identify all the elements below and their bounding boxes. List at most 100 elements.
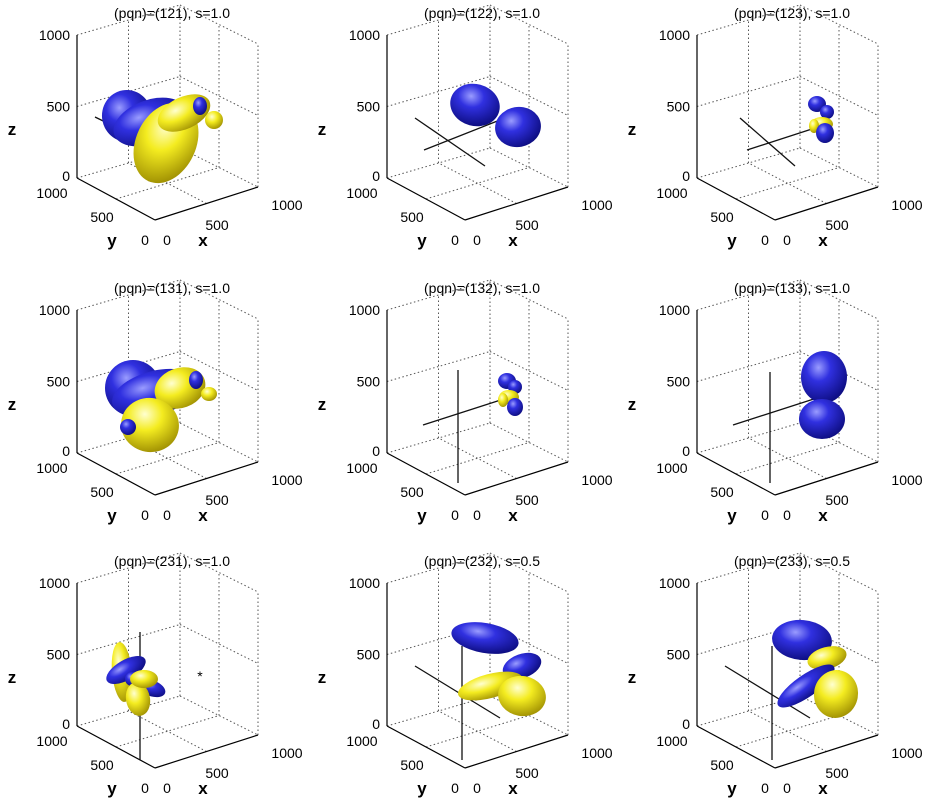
grid-line [489, 279, 569, 320]
grid-line [76, 552, 181, 584]
y-axis-line [696, 725, 776, 769]
y-tick-label: 500 [90, 484, 114, 500]
isosurface-lobes [450, 83, 541, 148]
x-axis-line [464, 734, 569, 769]
grid-line [179, 76, 259, 116]
y-tick-label: 1000 [346, 185, 377, 201]
x-tick-label: 500 [825, 217, 849, 233]
y-axis-line [76, 725, 156, 769]
blue-lobe [193, 97, 207, 115]
x-tick-label: 500 [825, 765, 849, 781]
isosurface-lobes [808, 96, 834, 143]
panel-7: (pqn)=(231), s=1.0 1000 500 0 z 1000 500 0 y 0 500… [8, 552, 303, 798]
grid [386, 552, 569, 752]
grid-line [76, 351, 181, 382]
x-tick-label: 0 [783, 232, 791, 248]
grid-line [489, 147, 569, 188]
x-tick-label: 1000 [271, 197, 302, 213]
y-tick-label: 0 [451, 780, 459, 796]
isosurface-lobes [498, 373, 523, 416]
grid [386, 4, 569, 204]
grid-line [799, 147, 879, 188]
x-tick-label: 0 [783, 780, 791, 796]
x-tick-label: 500 [205, 217, 229, 233]
z-tick-label: 1000 [39, 302, 70, 318]
blue-lobe [507, 398, 523, 416]
axes [386, 310, 569, 496]
yellow-lobe [807, 646, 847, 670]
y-axis-label: y [727, 231, 737, 250]
grid-line [386, 279, 491, 311]
grid-line [179, 351, 259, 391]
isosurface-lobes [772, 619, 859, 718]
x-tick-label: 1000 [891, 472, 922, 488]
grid [696, 279, 879, 479]
z-axis-label: z [8, 395, 17, 414]
grid-line [799, 279, 879, 320]
y-axis-label: y [107, 506, 117, 525]
x-tick-label: 1000 [271, 745, 302, 761]
grid-line [386, 147, 491, 179]
z-tick-label: 0 [62, 443, 70, 459]
panel-title: (pqn)=(232), s=0.5 [424, 553, 540, 569]
axes [76, 310, 259, 496]
grid-line [489, 624, 569, 664]
y-tick-label: 500 [400, 484, 424, 500]
panel-3: (pqn)=(123), s=1.0 1000 500 0 z 1000 500 0 y 0 500… [628, 4, 923, 250]
grid-line [799, 695, 879, 736]
yellow-lobe [130, 670, 158, 688]
y-tick-label: 0 [451, 507, 459, 523]
x-axis-label: x [508, 506, 518, 525]
y-tick-label: 500 [710, 484, 734, 500]
z-axis-label: z [318, 120, 327, 139]
y-axis-label: y [727, 779, 737, 798]
panel-title: (pqn)=(122), s=1.0 [424, 5, 540, 21]
blue-lobe [801, 351, 847, 403]
z-tick-label: 0 [682, 168, 690, 184]
blue-lobe [816, 123, 834, 143]
reference-line [414, 665, 501, 719]
y-axis-label: y [417, 506, 427, 525]
panel-2: (pqn)=(122), s=1.0 1000 500 0 z 1000 500 0 y 0 500… [318, 4, 613, 250]
axes [696, 583, 879, 769]
z-tick-label: 1000 [39, 27, 70, 43]
x-tick-label: 0 [783, 507, 791, 523]
x-tick-label: 0 [473, 507, 481, 523]
y-axis-label: y [107, 231, 117, 250]
reference-line [423, 117, 506, 151]
x-axis-label: x [818, 779, 828, 798]
grid-line [179, 552, 259, 593]
panel-title: (pqn)=(132), s=1.0 [424, 280, 540, 296]
grid-line [799, 552, 879, 593]
grid-line [386, 552, 491, 584]
z-axis-label: z [8, 668, 17, 687]
panel-title: (pqn)=(121), s=1.0 [114, 5, 230, 21]
x-axis-line [774, 186, 879, 221]
isosurface-lobes [451, 622, 546, 717]
z-tick-label: 500 [667, 374, 691, 390]
blue-lobe [820, 105, 834, 119]
blue-lobe [777, 664, 835, 708]
grid-line [425, 715, 530, 748]
y-axis-label: y [107, 779, 117, 798]
grid-line [76, 76, 181, 107]
isosurface-lobes [105, 360, 217, 453]
z-tick-label: 1000 [349, 302, 380, 318]
x-tick-label: 0 [163, 780, 171, 796]
grid-line [438, 437, 517, 479]
grid [386, 279, 569, 479]
axes [696, 35, 879, 221]
grid-line [489, 4, 569, 45]
yellow-lobe [813, 670, 859, 718]
y-tick-label: 1000 [36, 733, 67, 749]
grid-line [696, 351, 801, 382]
y-tick-label: 500 [710, 757, 734, 773]
panel-title: (pqn)=(231), s=1.0 [114, 553, 230, 569]
blue-lobe [120, 419, 136, 435]
z-axis-label: z [318, 668, 327, 687]
reference-line [414, 117, 486, 167]
x-tick-label: 1000 [271, 472, 302, 488]
z-tick-label: 0 [372, 168, 380, 184]
grid-line [799, 76, 879, 116]
